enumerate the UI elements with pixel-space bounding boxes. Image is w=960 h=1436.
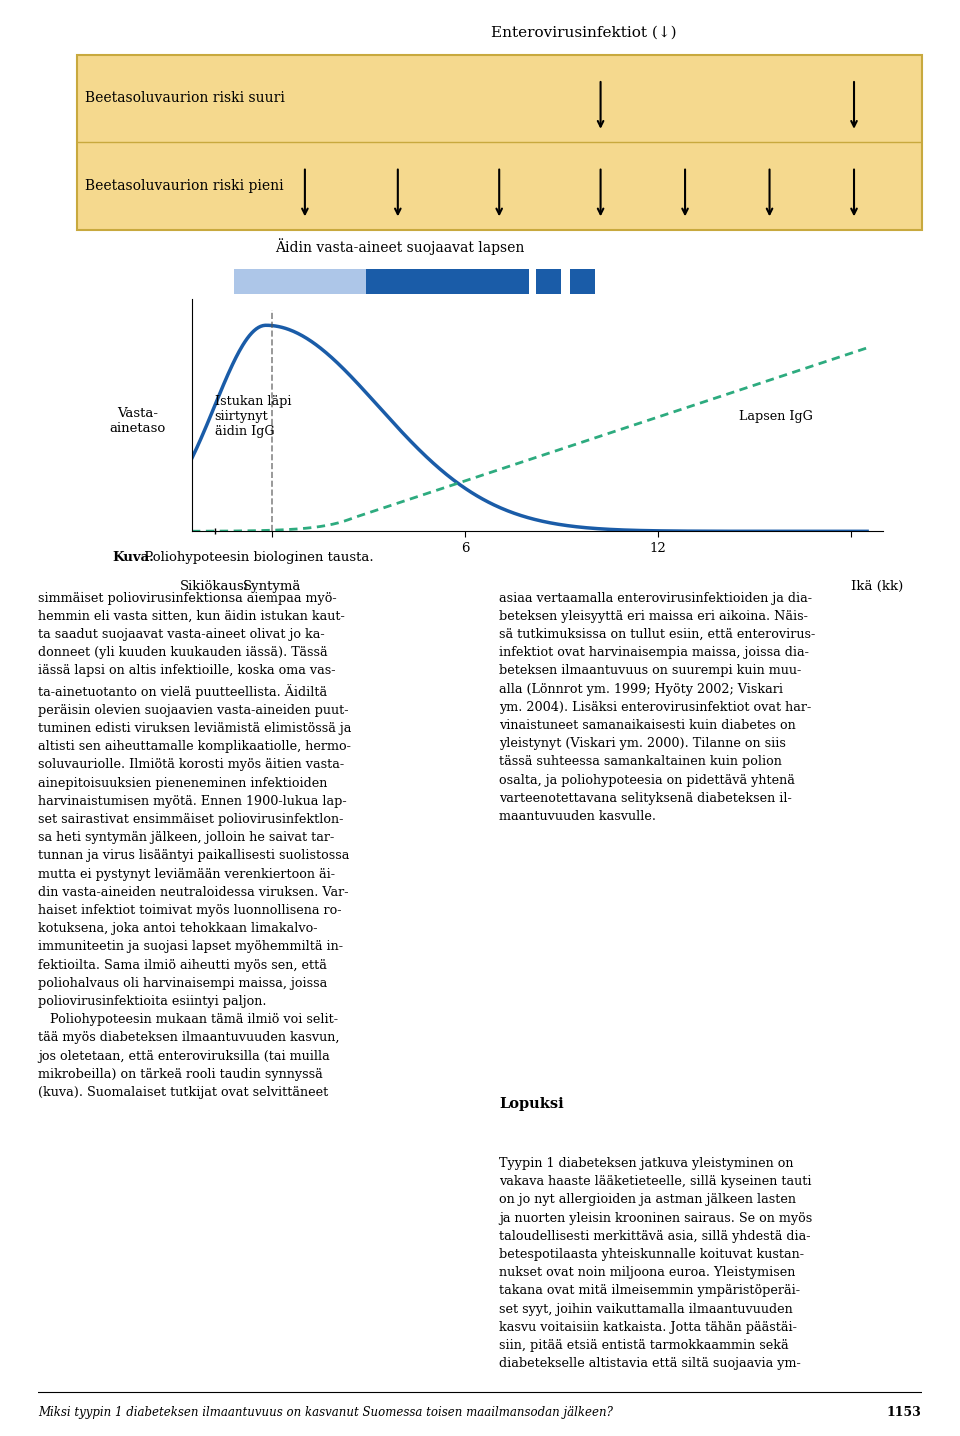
Text: Vasta-
ainetaso: Vasta- ainetaso [109, 406, 165, 435]
Text: Istukan läpi
siirtynyt
äidin IgG: Istukan läpi siirtynyt äidin IgG [214, 395, 291, 438]
Bar [234, 269, 366, 294]
Text: Syntymä: Syntymä [243, 580, 301, 593]
Text: Lapsen IgG: Lapsen IgG [738, 409, 812, 422]
Text: Beetasoluvaurion riski suuri: Beetasoluvaurion riski suuri [85, 92, 285, 105]
Text: Äidin vasta-aineet suojaavat lapsen: Äidin vasta-aineet suojaavat lapsen [276, 238, 525, 256]
Text: Beetasoluvaurion riski pieni: Beetasoluvaurion riski pieni [85, 180, 284, 192]
Text: simmäiset poliovirusinfektionsa aiempaa myö-
hemmin eli vasta sitten, kun äidin : simmäiset poliovirusinfektionsa aiempaa … [38, 592, 351, 1099]
Text: asiaa vertaamalla enterovirusinfektioiden ja dia-
beteksen yleisyyttä eri maissa: asiaa vertaamalla enterovirusinfektioide… [499, 592, 815, 823]
Text: Miksi tyypin 1 diabeteksen ilmaantuvuus on kasvanut Suomessa toisen maailmansoda: Miksi tyypin 1 diabeteksen ilmaantuvuus … [38, 1406, 613, 1419]
Text: Sikiökausi: Sikiökausi [180, 580, 249, 593]
Text: Ikä (kk): Ikä (kk) [852, 580, 903, 593]
Text: Lopuksi: Lopuksi [499, 1097, 564, 1110]
Text: Tyypin 1 diabeteksen jatkuva yleistyminen on
vakava haaste lääketieteelle, sillä: Tyypin 1 diabeteksen jatkuva yleistymine… [499, 1157, 812, 1370]
Text: Poliohypoteesin biologinen tausta.: Poliohypoteesin biologinen tausta. [140, 550, 374, 564]
Bar [570, 269, 595, 294]
Text: Kuva.: Kuva. [112, 550, 155, 564]
Bar [536, 269, 562, 294]
Text: Enterovirusinfektiot (↓): Enterovirusinfektiot (↓) [491, 26, 677, 40]
Bar [366, 269, 529, 294]
Text: 1153: 1153 [887, 1406, 922, 1419]
